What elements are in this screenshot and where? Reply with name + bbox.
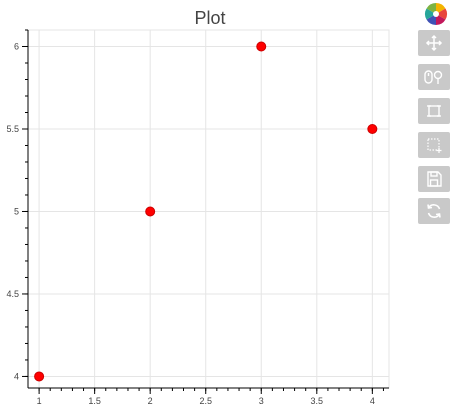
plot-title: Plot bbox=[194, 8, 225, 28]
x-tick-label: 3 bbox=[259, 396, 264, 406]
wheel-zoom-tool-button[interactable] bbox=[418, 64, 450, 90]
wheel-zoom-icon bbox=[423, 68, 445, 86]
box-select-icon bbox=[425, 136, 443, 154]
y-tick-label: 5.5 bbox=[6, 124, 19, 134]
y-tick-label: 5 bbox=[14, 206, 19, 216]
x-tick-label: 3.5 bbox=[311, 396, 324, 406]
grid-lines bbox=[28, 30, 389, 388]
axes: 1 1.5 2 2.5 3 3.5 4 4 4.5 5 5.5 6 bbox=[6, 29, 389, 406]
box-zoom-icon bbox=[425, 102, 443, 120]
data-point[interactable] bbox=[367, 123, 378, 134]
x-tick-label: 1 bbox=[37, 396, 42, 406]
x-tick-label: 2 bbox=[148, 396, 153, 406]
y-tick-label: 4 bbox=[14, 371, 19, 381]
save-icon bbox=[425, 170, 443, 188]
y-tick-label: 4.5 bbox=[6, 289, 19, 299]
data-points[interactable] bbox=[34, 41, 378, 382]
x-tick-label: 1.5 bbox=[88, 396, 101, 406]
data-point[interactable] bbox=[145, 206, 156, 217]
reset-tool-button[interactable] bbox=[418, 198, 450, 224]
data-point[interactable] bbox=[256, 41, 267, 52]
data-point[interactable] bbox=[34, 371, 45, 382]
reset-icon bbox=[425, 202, 443, 220]
plot-frame bbox=[27, 29, 390, 389]
x-tick-label: 4 bbox=[370, 396, 375, 406]
x-tick-label: 2.5 bbox=[199, 396, 212, 406]
bokeh-logo-icon[interactable] bbox=[424, 2, 448, 26]
pan-tool-button[interactable] bbox=[418, 30, 450, 56]
pan-icon bbox=[425, 34, 443, 52]
y-tick-label: 6 bbox=[14, 41, 19, 51]
box-select-tool-button[interactable] bbox=[418, 132, 450, 158]
save-tool-button[interactable] bbox=[418, 166, 450, 192]
box-zoom-tool-button[interactable] bbox=[418, 98, 450, 124]
